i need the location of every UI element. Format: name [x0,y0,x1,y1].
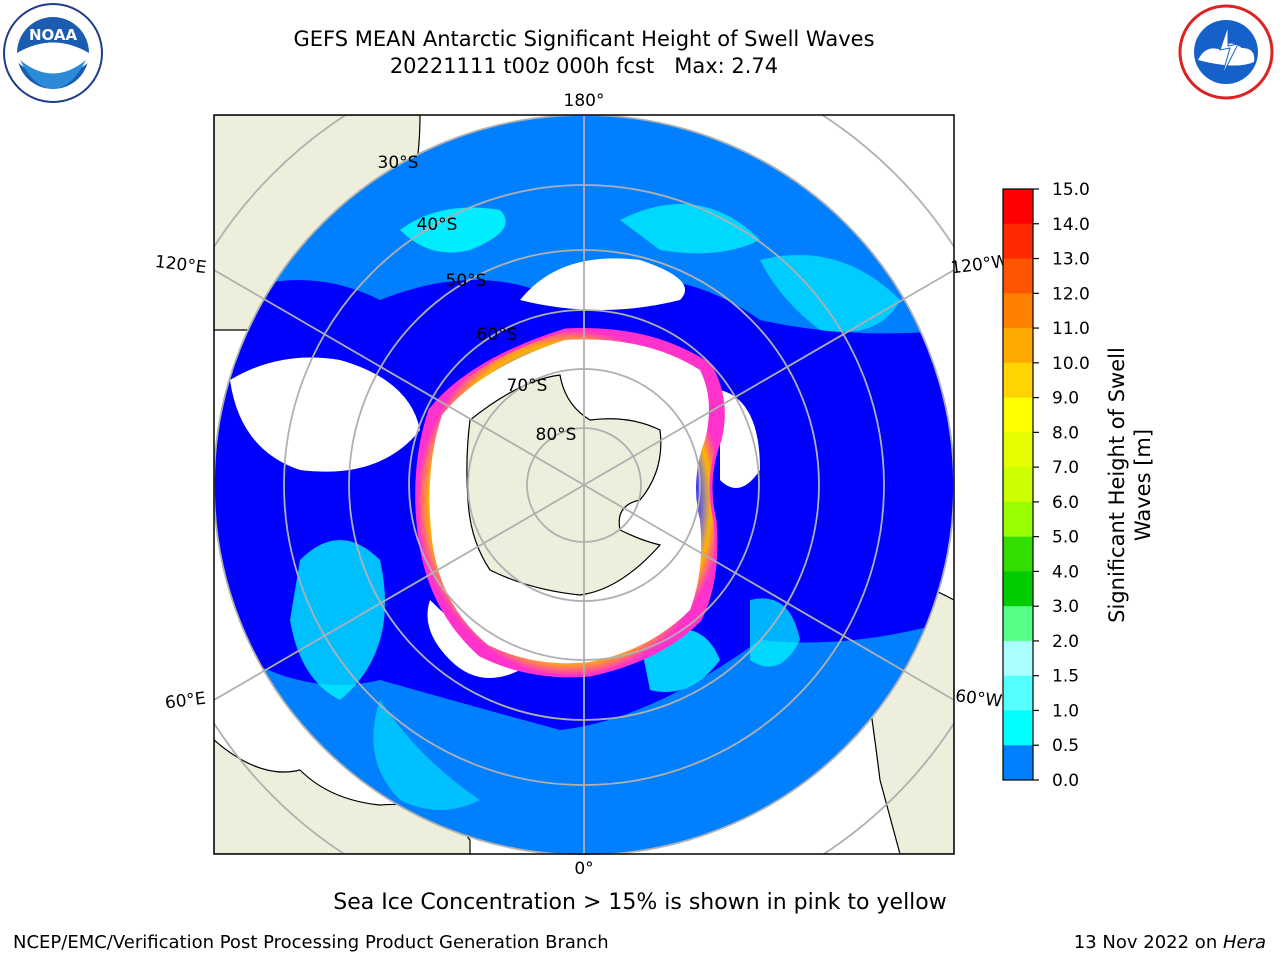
colorbar-swatch [1003,293,1033,329]
lat-label-60s: 60°S [477,325,518,345]
colorbar-tick-label: 6.0 [1052,493,1079,513]
colorbar-swatch [1003,467,1033,503]
colorbar-swatch [1003,432,1033,468]
lon-label-120e: 120°E [154,252,208,278]
map-title-line1: GEFS MEAN Antarctic Significant Height o… [293,27,875,51]
colorbar-tick-label: 1.0 [1052,701,1079,721]
nws-logo [1178,4,1274,100]
footer-machine: Hera [1222,932,1266,953]
colorbar-label: Significant Height of SwellWaves [m] [1105,347,1155,623]
colorbar-swatch [1003,710,1033,746]
colorbar-tick-label: 8.0 [1052,423,1079,443]
footer-date: 13 Nov 2022 on Hera [1074,932,1266,953]
lat-label-30s: 30°S [378,153,419,173]
colorbar-tick-label: 7.0 [1052,458,1079,478]
colorbar-swatch [1003,328,1033,364]
colorbar-swatch [1003,536,1033,572]
colorbar-swatch [1003,571,1033,607]
map-title-line2: 20221111 t00z 000h fcst Max: 2.74 [389,54,779,78]
colorbar-tick-label: 3.0 [1052,597,1079,617]
colorbar-swatch [1003,223,1033,260]
colorbar-tick-label: 11.0 [1052,319,1090,339]
lon-label-60e: 60°E [164,689,207,714]
lon-label-120w: 120°W [950,252,1010,279]
colorbar-swatch [1003,675,1033,711]
colorbar-tick-label: 12.0 [1052,284,1090,304]
colorbar-tick-label: 15.0 [1052,180,1090,200]
svg-text:NOAA: NOAA [29,26,78,44]
colorbar-swatch [1003,258,1033,294]
map-frame [213,114,955,855]
colorbar-tick-label: 1.5 [1052,667,1079,687]
colorbar-tick-label: 2.0 [1052,632,1079,652]
latitude-labels: 30°S 40°S 50°S 60°S 70°S 80°S [378,153,577,445]
colorbar-swatch [1003,362,1033,399]
colorbar-tick-label: 14.0 [1052,215,1090,235]
lat-label-50s: 50°S [446,271,487,291]
colorbar-tick-label: 9.0 [1052,389,1079,409]
colorbar-swatch [1003,745,1033,781]
colorbar-tick-label: 0.5 [1052,736,1079,756]
colorbar-swatch [1003,640,1033,677]
lon-label-60w: 60°W [954,686,1003,712]
sea-ice-note: Sea Ice Concentration > 15% is shown in … [333,890,947,915]
lon-label-0: 0° [574,859,593,879]
colorbar-swatch [1003,189,1033,225]
colorbar-swatch [1003,606,1033,642]
footer-credit: NCEP/EMC/Verification Post Processing Pr… [13,932,609,953]
colorbar-tick-label: 10.0 [1052,354,1090,374]
colorbar-tick-label: 4.0 [1052,562,1079,582]
colorbar: 15.0 14.0 13.0 12.0 11.0 10.0 9.0 8.0 7.0 6.0 5.0 4… [1003,180,1090,791]
colorbar-tick-label: 13.0 [1052,250,1090,270]
graticule [214,115,954,854]
colorbar-tick-label: 0.0 [1052,771,1079,791]
colorbar-swatch [1003,501,1033,538]
colorbar-tick-label: 5.0 [1052,528,1079,548]
lat-label-70s: 70°S [507,376,548,396]
lat-label-80s: 80°S [536,425,577,445]
noaa-logo: NOAA [3,3,103,103]
colorbar-frame [1002,188,1034,781]
footer-date-text: 13 Nov 2022 on [1073,932,1223,953]
colorbar-swatch [1003,397,1033,433]
lon-label-180: 180° [564,91,605,111]
lat-label-40s: 40°S [417,215,458,235]
